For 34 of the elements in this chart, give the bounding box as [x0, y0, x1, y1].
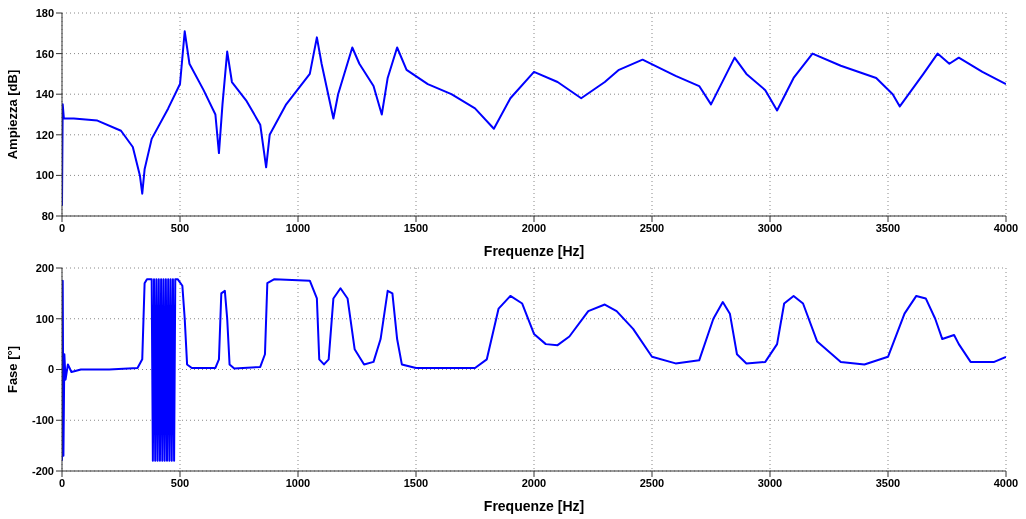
y-tick-label: 80: [41, 209, 54, 222]
x-tick-label: 2500: [639, 221, 665, 234]
x-axis-title: Frequenze [Hz]: [483, 243, 585, 259]
line-series: [62, 278, 1006, 462]
y-tick-label: 180: [35, 6, 54, 19]
x-tick-label: 0: [58, 476, 66, 489]
x-tick-label: 3500: [875, 476, 901, 489]
y-tick-label: 140: [35, 88, 54, 101]
y-tick-label: 0: [47, 363, 54, 376]
y-tick-label: -200: [31, 464, 54, 477]
y-tick-label: 200: [35, 261, 54, 274]
x-tick-label: 4000: [993, 476, 1019, 489]
x-tick-label: 500: [170, 476, 190, 489]
y-tick-label: 100: [35, 312, 54, 325]
x-tick-label: 1500: [403, 221, 429, 234]
x-tick-label: 1000: [285, 221, 311, 234]
x-tick-label: 4000: [993, 221, 1019, 234]
x-tick-label: 500: [170, 221, 190, 234]
y-tick-label: 100: [35, 169, 54, 182]
x-tick-label: 2500: [639, 476, 665, 489]
x-tick-label: 2000: [521, 221, 547, 234]
x-tick-label: 2000: [521, 476, 547, 489]
x-tick-label: 3000: [757, 476, 783, 489]
y-axis-title: Ampiezza [dB]: [4, 69, 20, 160]
x-tick-label: 3500: [875, 221, 901, 234]
y-tick-label: 160: [35, 47, 54, 60]
x-tick-label: 1000: [285, 476, 311, 489]
y-tick-label: 120: [35, 128, 54, 141]
x-tick-label: 3000: [757, 221, 783, 234]
y-axis-title: Fase [°]: [4, 345, 20, 394]
x-axis-title: Frequenze [Hz]: [483, 498, 585, 514]
x-tick-label: 1500: [403, 476, 429, 489]
y-tick-label: -100: [31, 414, 54, 427]
x-tick-label: 0: [58, 221, 66, 234]
